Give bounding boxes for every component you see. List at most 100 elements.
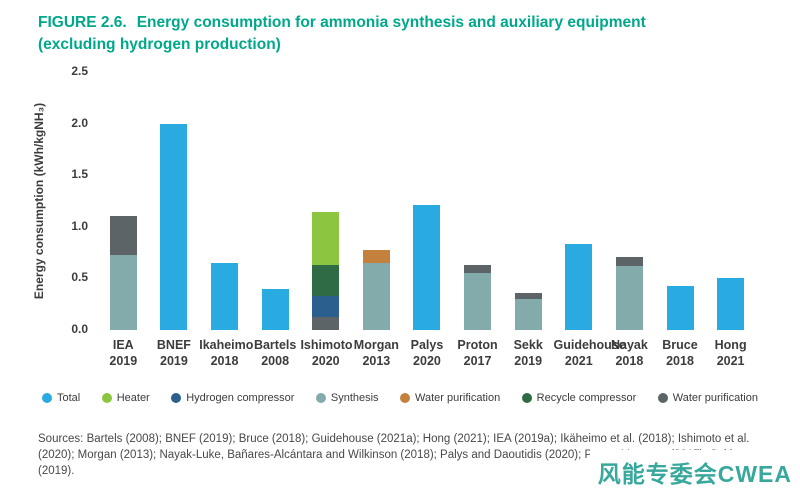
bar-ikaheimo bbox=[211, 262, 239, 330]
legend-item-synthesis: Synthesis bbox=[315, 392, 379, 404]
bar-proton bbox=[464, 264, 492, 330]
bar-segment-total bbox=[666, 285, 694, 330]
x-axis-label-morgan: Morgan 2013 bbox=[351, 337, 402, 369]
bar-segment-synthesis bbox=[109, 254, 137, 330]
bar-segment-water_purification_gray bbox=[464, 264, 492, 274]
legend-dot-water_purification bbox=[400, 393, 411, 403]
bar-segment-synthesis bbox=[615, 266, 643, 330]
x-axis-label-year: 2017 bbox=[463, 354, 492, 368]
bar-guidehouse bbox=[565, 244, 593, 330]
x-axis-label-name: IEA bbox=[112, 338, 134, 352]
legend-item-hydrogen_compressor: Hydrogen compressor bbox=[171, 392, 294, 404]
legend-label-recycle_compressor: Recycle compressor bbox=[536, 392, 637, 404]
y-axis-label-text: Energy consumption (kWh/kgNH₃) bbox=[32, 102, 46, 300]
x-axis-label-year: 2008 bbox=[261, 354, 290, 368]
x-axis-label-year: 2020 bbox=[413, 354, 441, 368]
x-axis-label-proton: Proton 2017 bbox=[452, 337, 503, 369]
legend-item-heater: Heater bbox=[101, 392, 150, 404]
y-axis-ticks: 0.0 0.5 1.0 1.5 2.0 2.5 bbox=[56, 64, 88, 336]
bar-group-bnef: BNEF 2019 bbox=[149, 72, 200, 368]
bar-group-bruce: Bruce 2018 bbox=[655, 72, 706, 368]
x-axis-label-bruce: Bruce 2018 bbox=[655, 337, 706, 369]
x-axis-label-name: Sekk bbox=[513, 338, 543, 352]
bar-segment-total bbox=[160, 123, 188, 330]
bar-group-hong: Hong 2021 bbox=[705, 72, 756, 368]
legend-dot-heater bbox=[101, 393, 112, 403]
legend-item-total: Total bbox=[42, 392, 80, 404]
x-axis-label-name: Guidehouse bbox=[553, 338, 626, 352]
figure-label: FIGURE 2.6. bbox=[38, 14, 127, 31]
bar-group-guidehouse: Guidehouse 2021 bbox=[553, 72, 626, 368]
x-axis-label-bartels: Bartels 2008 bbox=[250, 337, 301, 369]
x-axis-label-nayak: Nayak 2018 bbox=[604, 337, 655, 369]
bar-segment-water_purification_gray bbox=[615, 256, 643, 266]
x-axis-label-bnef: BNEF 2019 bbox=[149, 337, 200, 369]
figure-title-line2: (excluding hydrogen production) bbox=[38, 36, 281, 53]
bar-bartels bbox=[261, 288, 289, 330]
x-axis-label-name: Ishimoto bbox=[300, 338, 353, 352]
x-axis-label-year: 2018 bbox=[210, 354, 239, 368]
bar-group-ishimoto: Ishimoto 2020 bbox=[300, 72, 353, 368]
x-axis-label-ishimoto: Ishimoto 2020 bbox=[300, 337, 353, 369]
bar-segment-synthesis bbox=[362, 262, 390, 330]
bar-segment-water_purification_gray bbox=[514, 292, 542, 299]
y-tick-1.0: 1.0 bbox=[71, 218, 88, 233]
x-axis-label-year: 2013 bbox=[362, 354, 391, 368]
x-axis-label-name: Morgan bbox=[353, 338, 399, 352]
bar-segment-total bbox=[565, 244, 593, 330]
figure-title-line1: FIGURE 2.6. Energy consumption for ammoni… bbox=[38, 12, 772, 34]
x-axis-label-name: BNEF bbox=[156, 338, 191, 352]
legend-label-water_purification_gray: Water purification bbox=[672, 392, 758, 404]
legend-dot-total bbox=[42, 393, 52, 403]
bar-segment-water_purification bbox=[362, 249, 390, 263]
bar-segment-water_purification_gray bbox=[109, 215, 137, 255]
legend-dot-synthesis bbox=[315, 393, 326, 403]
bar-group-iea: IEA 2019 bbox=[98, 72, 149, 368]
bar-group-bartels: Bartels 2008 bbox=[250, 72, 301, 368]
x-axis-label-name: Bruce bbox=[662, 338, 698, 352]
x-axis-label-palys: Palys 2020 bbox=[402, 337, 453, 369]
bar-segment-total bbox=[717, 278, 745, 330]
x-axis-label-iea: IEA 2019 bbox=[98, 337, 149, 369]
legend-label-synthesis: Synthesis bbox=[330, 392, 379, 404]
legend-dot-hydrogen_compressor bbox=[171, 393, 182, 403]
bar-hong bbox=[717, 278, 745, 330]
x-axis-label-name: Bartels bbox=[253, 338, 297, 352]
x-axis-label-year: 2018 bbox=[615, 354, 644, 368]
legend-label-water_purification: Water purification bbox=[415, 392, 501, 404]
x-axis-label-hong: Hong 2021 bbox=[705, 337, 756, 369]
x-axis-label-year: 2019 bbox=[514, 354, 543, 368]
x-axis-label-year: 2021 bbox=[716, 354, 745, 368]
bar-segment-hydrogen_compressor bbox=[312, 296, 340, 317]
x-axis-label-name: Proton bbox=[457, 338, 498, 352]
y-tick-2.5: 2.5 bbox=[71, 64, 88, 78]
legend-item-recycle_compressor: Recycle compressor bbox=[521, 392, 637, 404]
bar-sekk bbox=[514, 292, 542, 330]
figure-title: FIGURE 2.6. Energy consumption for ammoni… bbox=[38, 12, 772, 56]
bar-group-morgan: Morgan 2013 bbox=[351, 72, 402, 368]
bar-iea bbox=[109, 215, 137, 330]
sources-text: Sources: Bartels (2008); BNEF (2019); Br… bbox=[38, 433, 772, 477]
bar-segment-total bbox=[261, 288, 289, 330]
bar-group-ikaheimo: Ikaheimo 2018 bbox=[199, 72, 253, 368]
bar-palys bbox=[413, 205, 441, 330]
x-axis-label-year: 2019 bbox=[160, 354, 188, 368]
x-axis-label-name: Hong bbox=[714, 338, 747, 352]
bar-ishimoto bbox=[312, 212, 340, 330]
bar-group-nayak: Nayak 2018 bbox=[604, 72, 655, 368]
bar-group-sekk: Sekk 2019 bbox=[503, 72, 554, 368]
x-axis-label-guidehouse: Guidehouse 2021 bbox=[553, 337, 626, 369]
bar-segment-water_purification_gray bbox=[312, 316, 340, 330]
y-tick-1.5: 1.5 bbox=[71, 167, 88, 182]
legend-label-total: Total bbox=[57, 392, 81, 404]
y-tick-2.0: 2.0 bbox=[71, 115, 88, 130]
legend-item-water_purification_gray: Water purification bbox=[657, 392, 758, 404]
bar-segment-heater bbox=[312, 212, 340, 266]
bar-group-palys: Palys 2020 bbox=[402, 72, 453, 368]
x-axis-label-name: Nayak bbox=[610, 338, 648, 352]
y-tick-0.5: 0.5 bbox=[71, 270, 88, 285]
bar-segment-total bbox=[413, 205, 441, 330]
y-axis-label: Energy consumption (kWh/kgNH₃) bbox=[30, 72, 48, 330]
legend-item-water_purification: Water purification bbox=[400, 392, 500, 404]
